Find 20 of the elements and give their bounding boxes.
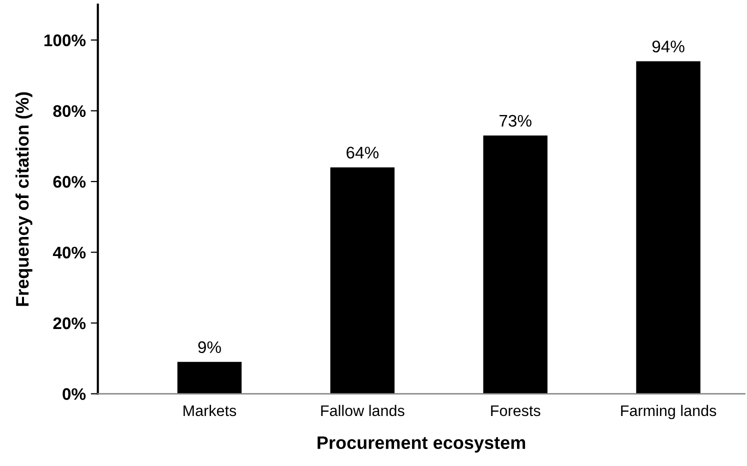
- bar: [330, 167, 395, 394]
- data-label: 9%: [198, 341, 221, 354]
- y-tick-label: 40%: [52, 246, 86, 258]
- y-tick-label: 100%: [44, 34, 86, 46]
- y-tick-label: 60%: [53, 176, 86, 188]
- x-tick-label: Fallow lands: [321, 404, 404, 416]
- bar: [177, 362, 242, 394]
- y-axis-title: Frequency of citation (%): [15, 92, 32, 306]
- bar: [483, 136, 548, 394]
- data-label: 73%: [500, 114, 532, 127]
- bar: [636, 61, 700, 394]
- x-tick-label: Markets: [184, 404, 236, 416]
- x-tick-label: Forests: [491, 405, 540, 416]
- x-tick-label: Farming lands: [621, 404, 716, 420]
- x-axis-title: Procurement ecosystem: [318, 436, 526, 453]
- y-tick-label: 80%: [53, 105, 86, 117]
- y-tick-label: 0%: [62, 388, 86, 400]
- data-label: 94%: [652, 40, 684, 52]
- y-tick-label: 20%: [53, 317, 86, 330]
- data-label: 64%: [346, 146, 379, 159]
